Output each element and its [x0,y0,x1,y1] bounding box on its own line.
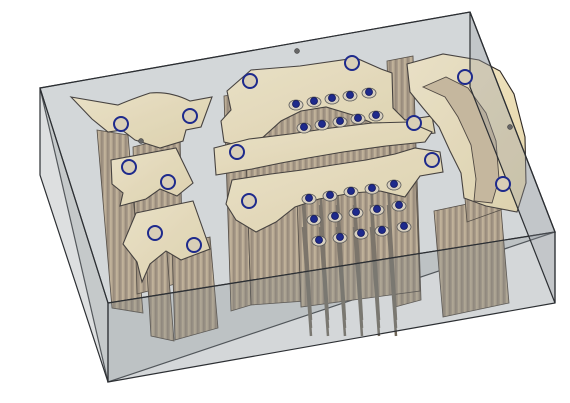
cavity-dot-center [352,208,360,216]
locator-hole [241,193,257,209]
cavity-dot [324,93,340,105]
cavity-dot-center [318,120,326,128]
cavity-dot-center [395,201,403,209]
locator-hole [160,174,176,190]
cavity-dot-center [328,94,336,102]
cavity-dot [369,204,385,216]
cavity-dot [342,90,358,102]
locator-hole [186,237,202,253]
right-fan-pocket [421,76,500,204]
locator-hole [344,55,360,71]
cavity-dot [288,99,304,111]
block-hole-top [294,48,300,54]
cavity-dot-center [400,222,408,230]
cavity-dot [348,207,364,219]
cavity-dot [374,225,390,237]
cavity-dot [332,116,348,128]
cavity-dot-center [354,114,362,122]
cavity-dot-center [336,117,344,125]
locator-hole [229,144,245,160]
cavity-dot-center [331,212,339,220]
ejector-pin [352,226,364,337]
cavity-holes [113,55,511,253]
locator-hole [121,159,137,175]
locator-hole [495,176,511,192]
cavity-dot [343,186,359,198]
cavity-dot [306,96,322,108]
cavity-dot [301,193,317,205]
cavity-dot [322,190,338,202]
cavity-dot-center [315,236,323,244]
cavity-dot [306,214,322,226]
locator-hole [406,115,422,131]
lower-arch-top [225,147,444,233]
cavity-dot-center [346,91,354,99]
cavity-dot [332,232,348,244]
cavity-dot-center [300,123,308,131]
cavity-dot [350,113,366,125]
cavity-dot-center [372,111,380,119]
cavity-dot-center [326,191,334,199]
cavity-dot [368,110,384,122]
locator-hole [182,108,198,124]
cavity-dot-center [368,184,376,192]
cavity-dot-center [310,215,318,223]
cavity-dot-center [336,233,344,241]
cavity-dot [391,200,407,212]
ejector-pin [386,226,398,337]
cavity-dot [396,221,412,233]
cavity-dot-center [390,180,398,188]
cavity-dot [311,235,327,247]
cavity-dot [364,183,380,195]
cavity-dot [386,179,402,191]
block-right-face [469,11,556,304]
cavity-dot [296,122,312,134]
locator-hole [147,225,163,241]
ejector-pin [301,226,313,337]
locator-hole [424,152,440,168]
cavity-dot-center [378,226,386,234]
block-hole-left [138,138,144,144]
cavity-dot-array [288,87,412,247]
cavity-dot-center [292,100,300,108]
part-top-faces [69,53,527,284]
cavity-dot-center [347,187,355,195]
cavity-dot [327,211,343,223]
locator-hole [242,73,258,89]
cavity-dot [361,87,377,99]
left-bottom-top [122,200,211,284]
locator-hole [113,116,129,132]
cavity-dot-center [305,194,313,202]
ejector-pin [369,226,381,337]
cavity-dot-center [310,97,318,105]
cavity-dot [353,228,369,240]
cavity-dot-center [357,229,365,237]
cavity-dot-center [373,205,381,213]
cavity-dot-center [365,88,373,96]
locator-hole [457,69,473,85]
left-crown-top [69,92,213,149]
block-hole-right [507,124,513,130]
cavity-dot [314,119,330,131]
ejector-pin [335,226,347,337]
